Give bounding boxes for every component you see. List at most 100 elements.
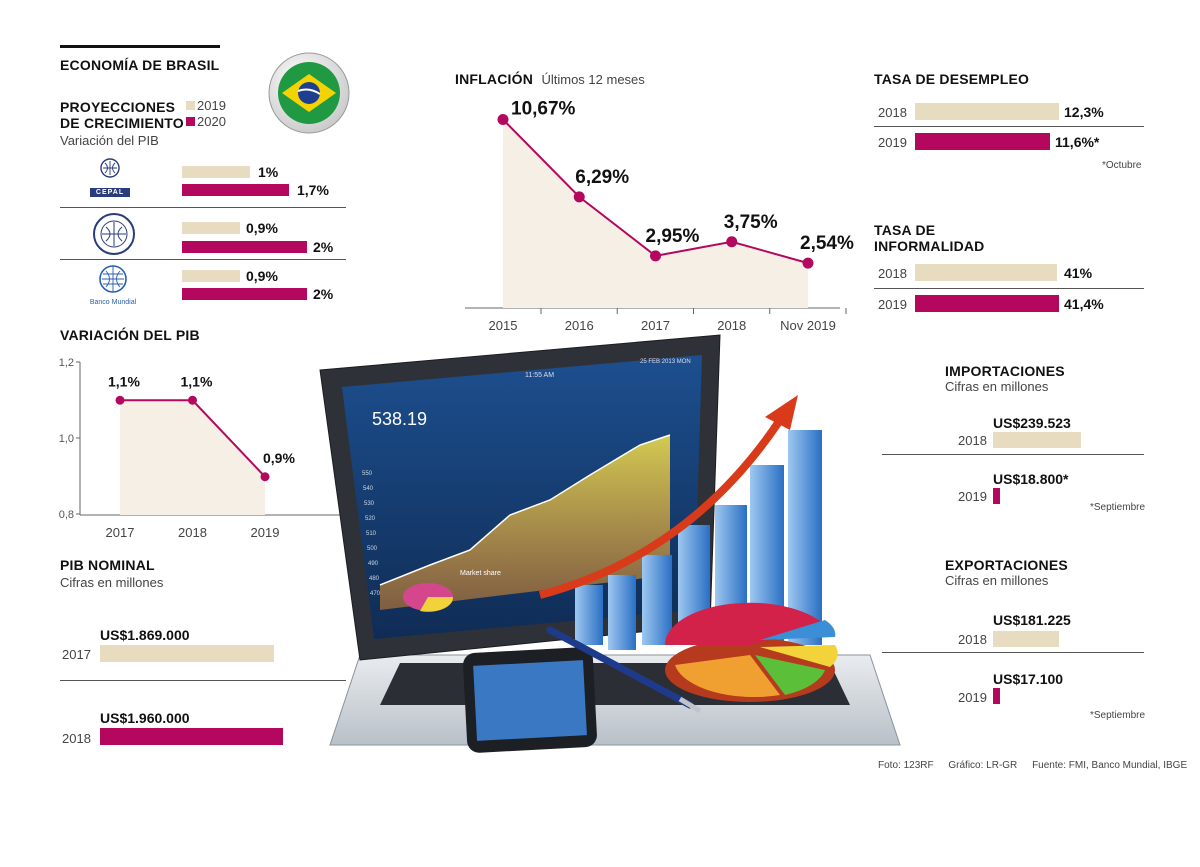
credit-photo: Foto: 123RF bbox=[878, 760, 934, 771]
gdp-variation-title: VARIACIÓN DEL PIB bbox=[60, 327, 200, 343]
informality-2018-year: 2018 bbox=[878, 266, 907, 281]
deco-pie-green bbox=[755, 655, 825, 695]
screen-price: 538.19 bbox=[372, 409, 427, 429]
gdp-nominal-2017-value: US$1.869.000 bbox=[100, 627, 190, 643]
world-bank-logo-text: Banco Mundial bbox=[89, 299, 137, 306]
gdp-variation-data-label-2: 0,9% bbox=[263, 450, 295, 466]
inflation-xlabel-2: 2017 bbox=[641, 318, 670, 333]
exports-2019-year: 2019 bbox=[958, 690, 987, 705]
screen-y-550: 550 bbox=[362, 471, 373, 477]
legend-label-2019: 2019 bbox=[197, 98, 226, 113]
informality-2019-year: 2019 bbox=[878, 297, 907, 312]
projections-divider-2 bbox=[60, 259, 346, 260]
deco-pie-yellow bbox=[760, 645, 838, 667]
inflation-point-3 bbox=[726, 236, 738, 248]
deco-pen bbox=[546, 626, 694, 709]
inflation-data-label-1: 6,29% bbox=[575, 167, 629, 188]
inflation-subtitle: Últimos 12 meses bbox=[541, 72, 645, 87]
informality-2018-bar bbox=[915, 264, 1057, 281]
screen-pie-slice bbox=[420, 597, 454, 612]
gdp-nominal-2017-bar bbox=[100, 645, 274, 662]
exports-title: EXPORTACIONES bbox=[945, 557, 1068, 573]
wb-2020-label: 2% bbox=[313, 286, 334, 302]
deco-bar-2 bbox=[608, 575, 636, 650]
screen-time: 11:55 AM bbox=[525, 372, 554, 379]
gdp-ytick-label-3: 0,8 bbox=[59, 509, 74, 521]
screen-chart-area bbox=[380, 435, 670, 610]
cepal-logo: CEPAL bbox=[90, 157, 130, 197]
credit-source: Fuente: FMI, Banco Mundial, IBGE bbox=[1032, 760, 1188, 771]
exports-2018-year: 2018 bbox=[958, 632, 987, 647]
screen-y-510: 510 bbox=[366, 531, 377, 537]
screen-y-530: 530 bbox=[364, 501, 375, 507]
inflation-title: INFLACIÓN bbox=[455, 71, 534, 87]
gdp-variation-point-0 bbox=[115, 395, 125, 405]
deco-bar-3 bbox=[642, 555, 672, 645]
informality-divider bbox=[874, 288, 1144, 289]
imports-2018-year: 2018 bbox=[958, 433, 987, 448]
credits: Foto: 123RF Gráfico: LR-GR Fuente: FMI, … bbox=[878, 760, 1187, 771]
imf-2020-label: 2% bbox=[313, 239, 334, 255]
unemployment-note: *Octubre bbox=[1102, 160, 1142, 171]
inflation-data-label-2: 2,95% bbox=[646, 226, 700, 247]
screen-y-480: 480 bbox=[369, 576, 380, 582]
exports-2018-bar bbox=[993, 631, 1059, 647]
inflation-point-0 bbox=[497, 113, 509, 125]
screen-market-label: Market share bbox=[460, 570, 501, 577]
gdp-nominal-2018-year: 2018 bbox=[62, 731, 91, 746]
gdp-variation-xlabel-0: 2017 bbox=[106, 525, 135, 540]
legend-2019: 2019 bbox=[186, 98, 226, 113]
legend-label-2020: 2020 bbox=[197, 114, 226, 129]
inflation-chart: 10,67% 2015 6,29% 2016 2,95% 2017 3,75% 2018 2,5… bbox=[465, 98, 854, 333]
inflation-point-1 bbox=[573, 191, 585, 203]
imports-2019-value: US$18.800* bbox=[993, 471, 1069, 487]
credit-graphic: Gráfico: LR-GR bbox=[948, 760, 1018, 771]
imf-logo-icon bbox=[92, 212, 136, 256]
header-rule bbox=[60, 45, 220, 48]
wb-2019-label: 0,9% bbox=[246, 268, 278, 284]
cepal-2019-bar bbox=[182, 166, 250, 178]
screen-y-520: 520 bbox=[365, 516, 376, 522]
gdp-variation-data-label-0: 1,1% bbox=[108, 373, 140, 389]
screen-y-490: 490 bbox=[368, 561, 379, 567]
screen-date: 25 FEB 2013 MON bbox=[640, 359, 691, 365]
deco-pen-tip bbox=[678, 696, 702, 714]
deco-pie-orange bbox=[675, 655, 780, 698]
projections-title-1: PROYECCIONES bbox=[60, 99, 176, 115]
deco-phone-screen bbox=[473, 660, 587, 741]
unemployment-title: TASA DE DESEMPLEO bbox=[874, 71, 1030, 87]
gdp-nominal-title: PIB NOMINAL bbox=[60, 557, 155, 573]
wb-2019-bar bbox=[182, 270, 240, 282]
informality-title-1: TASA DE bbox=[874, 222, 936, 238]
screen-y-470: 470 bbox=[370, 591, 381, 597]
unemployment-divider bbox=[874, 126, 1144, 127]
cepal-2019-label: 1% bbox=[258, 164, 279, 180]
inflation-xlabel-1: 2016 bbox=[565, 318, 594, 333]
exports-divider bbox=[882, 652, 1144, 653]
inflation-area bbox=[503, 119, 808, 308]
gdp-variation-chart: 1,2 1,0 0,8 1,1% 2017 1,1% 2018 0,9% 2019 bbox=[59, 357, 340, 540]
gdp-nominal-2017-year: 2017 bbox=[62, 647, 91, 662]
imports-title: IMPORTACIONES bbox=[945, 363, 1065, 379]
projections-subtitle: Variación del PIB bbox=[60, 133, 159, 148]
informality-2018-label: 41% bbox=[1064, 265, 1093, 281]
imf-2020-bar bbox=[182, 241, 307, 253]
unemployment-2019-label: 11,6%* bbox=[1055, 134, 1100, 150]
page-title: ECONOMÍA DE BRASIL bbox=[60, 57, 220, 73]
inflation-xlabel-3: 2018 bbox=[717, 318, 746, 333]
informality-2019-label: 41,4% bbox=[1064, 296, 1104, 312]
unemployment-2018-label: 12,3% bbox=[1064, 104, 1104, 120]
screen-y-540: 540 bbox=[363, 486, 374, 492]
legend-swatch-2020 bbox=[186, 117, 195, 126]
gdp-nominal-subtitle: Cifras en millones bbox=[60, 575, 164, 590]
imports-subtitle: Cifras en millones bbox=[945, 379, 1049, 394]
exports-note: *Septiembre bbox=[1090, 710, 1146, 721]
deco-pie-blue bbox=[760, 620, 836, 640]
imports-divider bbox=[882, 454, 1144, 455]
gdp-variation-point-1 bbox=[188, 395, 197, 405]
gdp-ytick-label-1: 1,2 bbox=[59, 357, 74, 369]
exports-2019-bar bbox=[993, 688, 1000, 704]
inflation-xlabel-4: Nov 2019 bbox=[780, 318, 836, 333]
gdp-nominal-divider bbox=[60, 680, 346, 681]
screen-chart-line bbox=[379, 434, 671, 586]
